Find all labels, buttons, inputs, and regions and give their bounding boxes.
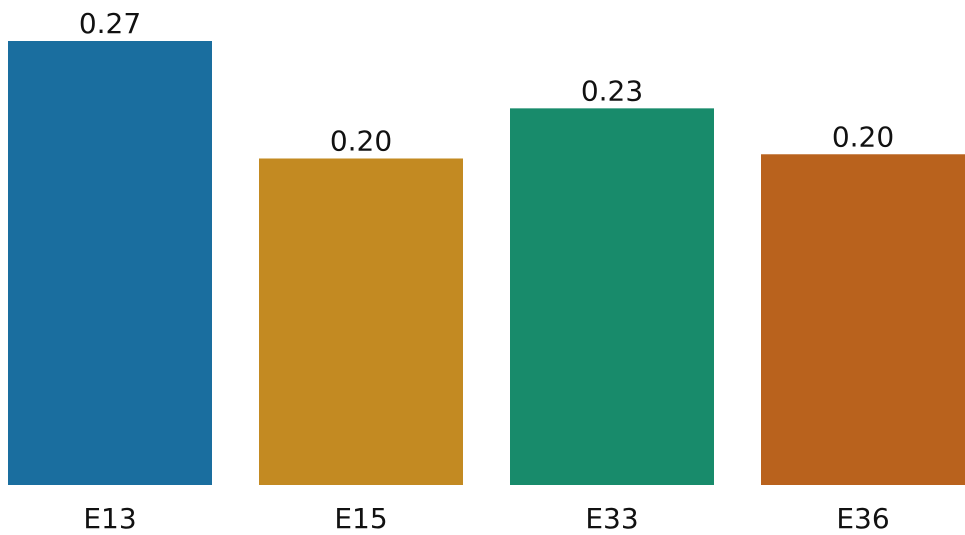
bar-e36 <box>761 154 965 486</box>
x-tick-label-e15: E15 <box>334 502 387 535</box>
bar-e13 <box>8 41 212 485</box>
x-tick-label-e13: E13 <box>83 502 136 535</box>
data-label-e15: 0.20 <box>330 124 392 157</box>
data-label-e13: 0.27 <box>79 7 141 40</box>
x-tick-labels-group: E13 E15 E33 E36 <box>83 502 889 535</box>
bar-e15 <box>259 158 463 486</box>
bars-group <box>8 41 965 486</box>
bar-e33 <box>510 108 714 485</box>
data-label-e33: 0.23 <box>581 74 643 107</box>
data-labels-group: 0.27 0.20 0.23 0.20 <box>79 7 894 157</box>
x-tick-label-e33: E33 <box>585 502 638 535</box>
x-tick-label-e36: E36 <box>836 502 889 535</box>
data-label-e36: 0.20 <box>832 120 894 153</box>
